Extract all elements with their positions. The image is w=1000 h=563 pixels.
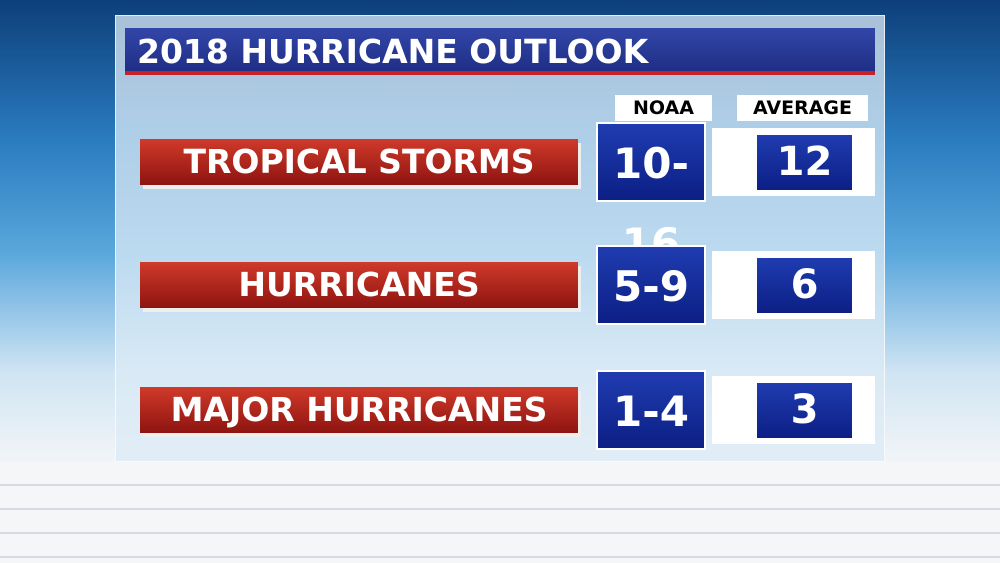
title: 2018 HURRICANE OUTLOOK [125,28,875,75]
average-value: 3 [757,383,852,438]
row-label: HURRICANES [140,262,578,308]
row-label: MAJOR HURRICANES [140,387,578,433]
noaa-value: 1-4 [596,370,706,450]
noaa-value: 10-16 [596,122,706,268]
noaa-value: 5-9 [596,245,706,325]
average-value: 12 [757,135,852,190]
average-value: 6 [757,258,852,313]
row-label: TROPICAL STORMS [140,139,578,185]
column-header: NOAA [615,95,712,121]
floor [0,462,1000,563]
column-header: AVERAGE [737,95,868,121]
